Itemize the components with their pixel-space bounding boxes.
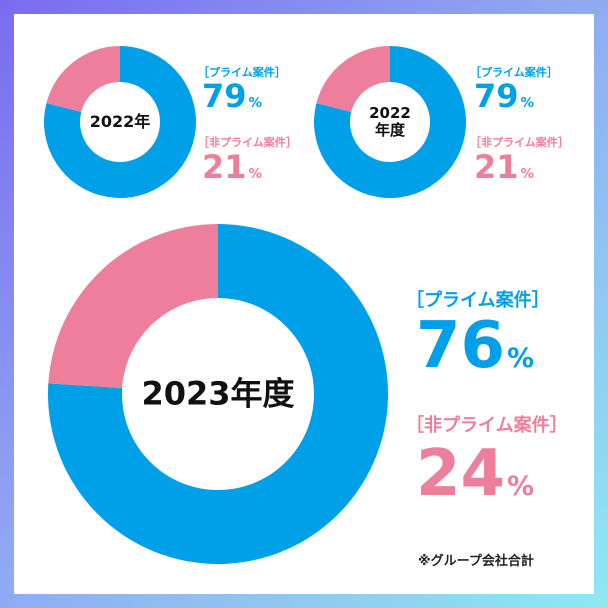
chart-2022fy-non-prime-label: ［非プライム案件］ bbox=[470, 136, 569, 149]
chart-card: 2022年 ［プライム案件］ 79% ［非プライム案件］ 21% 2022 年度… bbox=[14, 14, 594, 594]
chart-2022fy-non-prime-unit: % bbox=[520, 167, 534, 182]
chart-2023fy-non-prime-value: 24% bbox=[416, 442, 534, 506]
chart-2023fy-prime-slice bbox=[48, 224, 388, 565]
chart-2022-non-prime-number: 21 bbox=[202, 148, 247, 186]
donut-charts bbox=[44, 46, 466, 565]
chart-2022-non-prime-slice bbox=[46, 46, 120, 113]
chart-2023fy-non-prime-label: ［非プライム案件］ bbox=[406, 415, 568, 436]
chart-2023fy-prime-number: 76 bbox=[416, 309, 506, 383]
chart-2022-non-prime-label: ［非プライム案件］ bbox=[198, 136, 297, 149]
chart-2022fy-prime-unit: % bbox=[520, 96, 534, 111]
chart-2022fy-prime-label: ［プライム案件］ bbox=[470, 66, 558, 79]
chart-2023fy-non-prime-slice bbox=[48, 224, 219, 388]
chart-2022-non-prime-unit: % bbox=[248, 167, 262, 182]
chart-2022fy-prime-value: 79% bbox=[474, 80, 534, 112]
footnote: ※グループ会社合計 bbox=[418, 554, 534, 569]
chart-2022-title-line1: 2022年 bbox=[89, 111, 151, 131]
chart-2022fy-title-line2: 年度 bbox=[374, 121, 405, 139]
chart-2023fy-title-line1: 2023年度 bbox=[141, 374, 295, 413]
chart-2023fy-center-label: 2023年度 bbox=[141, 374, 295, 413]
chart-2022fy-non-prime-value: 21% bbox=[474, 151, 534, 183]
chart-2023fy-prime-value: 76% bbox=[416, 314, 534, 378]
chart-2022-non-prime-value: 21% bbox=[202, 151, 262, 183]
chart-2022-prime-unit: % bbox=[248, 96, 262, 111]
chart-2022fy-non-prime-slice bbox=[316, 46, 390, 113]
chart-2022fy-non-prime-number: 21 bbox=[474, 148, 519, 186]
chart-2022-prime-number: 79 bbox=[202, 77, 247, 115]
chart-2023fy-prime-unit: % bbox=[507, 343, 534, 374]
chart-2022-prime-value: 79% bbox=[202, 80, 262, 112]
chart-2022fy-center-label: 2022 年度 bbox=[369, 103, 411, 140]
chart-2023fy-prime-label: ［プライム案件］ bbox=[406, 290, 550, 311]
chart-2022-center-label: 2022年 bbox=[89, 111, 151, 131]
chart-2022fy-title-line1: 2022 bbox=[369, 103, 411, 122]
chart-2022-prime-label: ［プライム案件］ bbox=[198, 66, 286, 79]
chart-2022-prime-slice bbox=[44, 46, 196, 198]
chart-2023fy-non-prime-number: 24 bbox=[416, 437, 506, 511]
chart-2023fy-non-prime-unit: % bbox=[507, 471, 534, 502]
chart-2022fy-prime-number: 79 bbox=[474, 77, 519, 115]
chart-2022fy-prime-slice bbox=[313, 46, 466, 199]
